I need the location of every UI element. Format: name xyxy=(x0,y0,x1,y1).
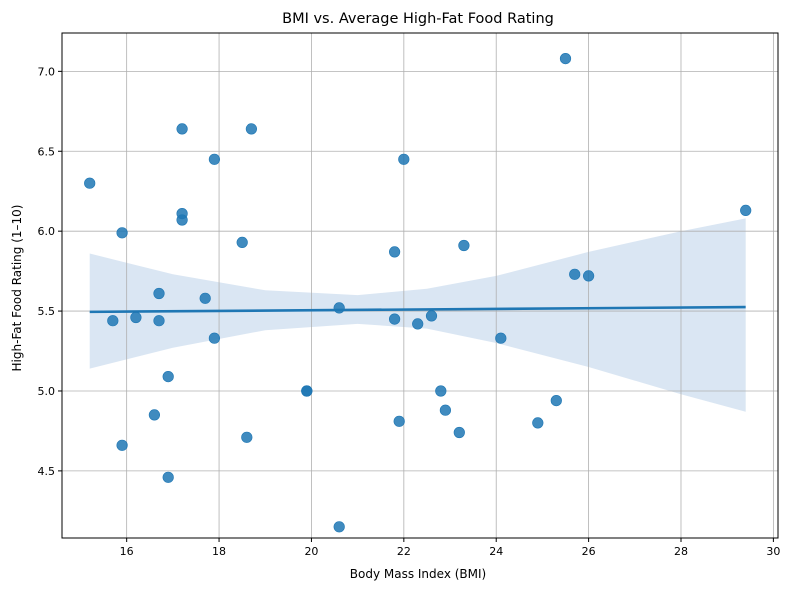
data-point xyxy=(398,153,410,165)
data-point xyxy=(333,521,345,533)
x-tick-label: 26 xyxy=(582,545,596,558)
y-tick-label: 7.0 xyxy=(38,65,56,78)
x-axis-label: Body Mass Index (BMI) xyxy=(350,567,486,581)
x-tick-label: 28 xyxy=(674,545,688,558)
data-point xyxy=(208,332,220,344)
regression-line xyxy=(89,305,746,314)
data-point xyxy=(435,385,447,397)
x-tick-label: 30 xyxy=(766,545,780,558)
data-point xyxy=(425,310,438,322)
x-tick-label: 16 xyxy=(120,545,134,558)
y-tick-label: 5.5 xyxy=(38,305,56,318)
data-point xyxy=(153,287,165,300)
data-point xyxy=(412,318,424,330)
data-point xyxy=(569,268,581,280)
data-point xyxy=(107,315,119,327)
data-point xyxy=(176,123,188,135)
data-point xyxy=(559,52,572,65)
data-point xyxy=(148,409,160,421)
y-tick-label: 4.5 xyxy=(38,465,56,478)
data-point xyxy=(116,227,128,239)
x-tick-label: 22 xyxy=(397,545,411,558)
data-point xyxy=(116,439,128,451)
data-point xyxy=(532,417,544,429)
data-point xyxy=(389,313,401,325)
data-point xyxy=(208,153,220,165)
plot-frame xyxy=(61,32,779,539)
data-point xyxy=(393,415,405,427)
data-point xyxy=(241,431,253,443)
data-point xyxy=(550,395,562,407)
data-point xyxy=(439,404,452,416)
data-point xyxy=(453,426,465,439)
confidence-band xyxy=(89,218,746,412)
data-point xyxy=(130,311,142,324)
data-point xyxy=(495,332,507,344)
data-point xyxy=(245,123,257,135)
y-tick-label: 5.0 xyxy=(38,385,56,398)
y-tick-label: 6.5 xyxy=(38,145,56,158)
chart-title: BMI vs. Average High-Fat Food Rating xyxy=(282,11,554,27)
x-tick-label: 24 xyxy=(489,545,503,558)
y-tick-label: 6.0 xyxy=(38,225,56,238)
data-point xyxy=(176,214,188,226)
data-point xyxy=(740,204,752,216)
data-point xyxy=(236,236,248,248)
y-axis-label: High-Fat Food Rating (1–10) xyxy=(10,205,24,372)
data-point xyxy=(582,270,595,282)
data-point xyxy=(389,246,401,258)
data-point xyxy=(162,371,174,383)
data-point xyxy=(162,471,174,483)
data-point xyxy=(153,315,165,327)
data-point xyxy=(84,177,96,189)
x-tick-label: 18 xyxy=(212,545,226,558)
data-point xyxy=(199,292,211,304)
data-point xyxy=(333,302,345,314)
x-tick-label: 20 xyxy=(304,545,318,558)
data-point xyxy=(301,385,313,397)
data-point xyxy=(458,239,470,252)
